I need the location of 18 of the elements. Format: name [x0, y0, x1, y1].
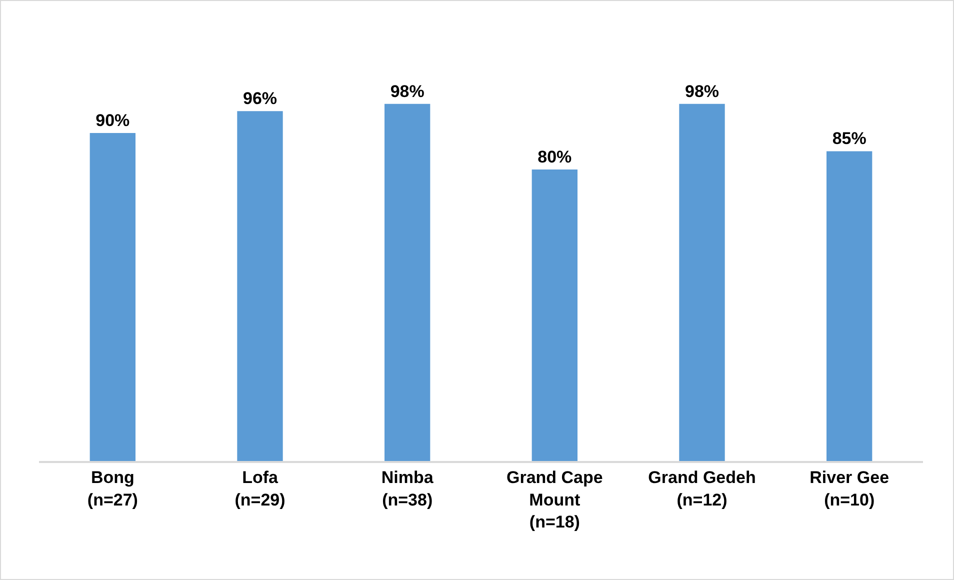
- data-label: 98%: [390, 82, 424, 101]
- bar: [237, 111, 283, 461]
- data-label: 90%: [96, 111, 130, 130]
- bar: [384, 104, 430, 461]
- bar: [532, 169, 578, 461]
- x-tick-label: Grand Gedeh (n=12): [648, 468, 756, 510]
- x-tick-label: River Gee (n=10): [810, 468, 890, 510]
- data-label: 96%: [242, 89, 278, 108]
- bar: [826, 151, 872, 461]
- data-label: 80%: [538, 147, 572, 166]
- bar: [679, 104, 725, 461]
- x-tick-label: Bong (n=27): [87, 468, 138, 510]
- bar: [90, 133, 136, 461]
- x-tick-label: Lofa (n=29): [234, 468, 286, 510]
- x-tick-label: Nimba (n=38): [381, 468, 434, 510]
- x-tick-label: Grand Cape Mount (n=18): [506, 468, 603, 532]
- data-label: 85%: [832, 129, 866, 148]
- data-label: 98%: [684, 82, 720, 101]
